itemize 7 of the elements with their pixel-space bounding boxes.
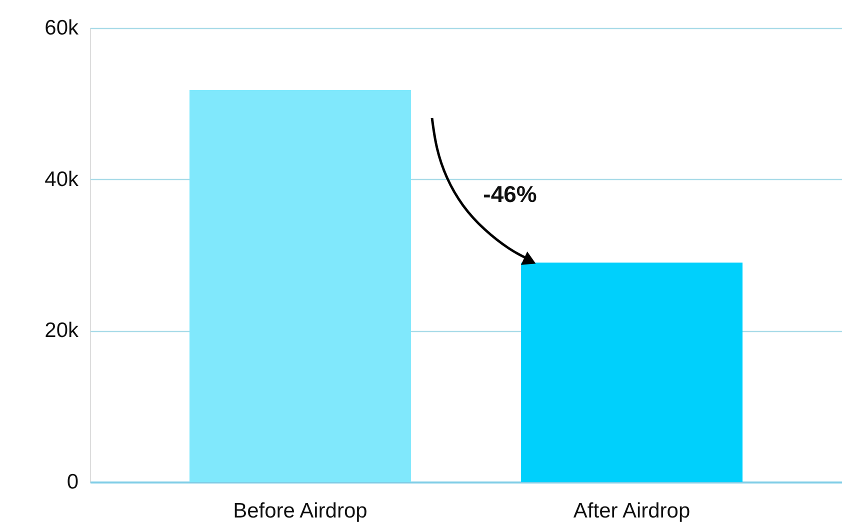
x-tick-label: Before Airdrop bbox=[233, 500, 368, 522]
annotation: -46% bbox=[483, 181, 537, 207]
y-tick-label: 20k bbox=[44, 319, 79, 342]
y-tick-label: 40k bbox=[44, 168, 79, 191]
y-tick-label: 60k bbox=[44, 16, 79, 40]
y-tick-label: 0 bbox=[66, 470, 78, 494]
x-tick-label: After Airdrop bbox=[573, 500, 690, 522]
